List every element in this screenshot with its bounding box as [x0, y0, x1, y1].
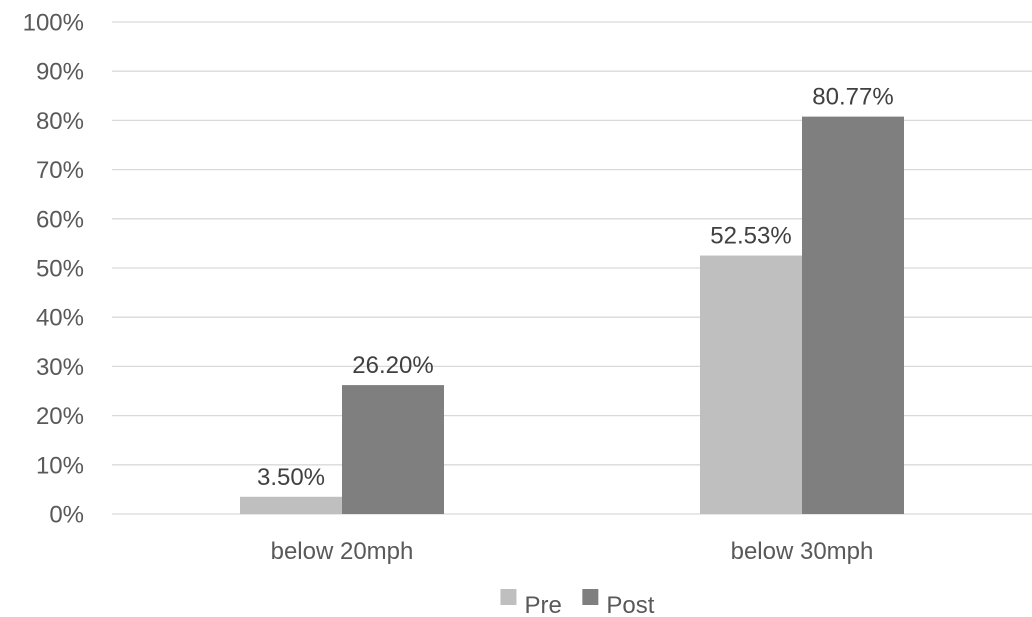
- y-tick-label: 90%: [36, 59, 84, 86]
- data-labels: 3.50% 26.20% 52.53% 80.77%: [257, 84, 894, 491]
- bar-post: [342, 385, 444, 514]
- bar-pre: [700, 255, 802, 514]
- y-tick-label: 70%: [36, 157, 84, 184]
- x-axis: below 20mph below 30mph: [271, 538, 874, 565]
- legend-label: Post: [606, 592, 654, 617]
- y-tick-label: 50%: [36, 256, 84, 283]
- legend-swatch-post: [582, 589, 599, 605]
- data-label: 80.77%: [812, 84, 893, 111]
- data-label: 26.20%: [352, 352, 433, 379]
- y-axis: 0% 10% 20% 30% 40% 50% 60% 70% 80% 90% 100%: [23, 10, 84, 529]
- y-tick-label: 30%: [36, 354, 84, 381]
- legend-label: Pre: [524, 592, 561, 617]
- category-label: below 20mph: [271, 538, 414, 565]
- y-tick-label: 40%: [36, 305, 84, 332]
- bar-post: [802, 116, 904, 514]
- bars: [240, 116, 904, 514]
- legend: Pre Post: [500, 589, 655, 617]
- y-tick-label: 0%: [49, 502, 84, 529]
- data-label: 3.50%: [257, 464, 325, 491]
- y-tick-label: 20%: [36, 403, 84, 430]
- bar-pre: [240, 496, 342, 514]
- legend-swatch-pre: [500, 589, 517, 605]
- y-tick-label: 100%: [23, 10, 84, 37]
- data-label: 52.53%: [710, 223, 791, 250]
- category-label: below 30mph: [731, 538, 874, 565]
- y-tick-label: 10%: [36, 452, 84, 479]
- y-tick-label: 60%: [36, 206, 84, 233]
- y-tick-label: 80%: [36, 108, 84, 135]
- gridlines: [112, 21, 1032, 515]
